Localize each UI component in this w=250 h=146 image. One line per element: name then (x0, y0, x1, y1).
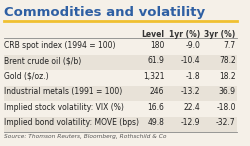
Text: -1.8: -1.8 (186, 72, 200, 81)
Text: Implied bond volatility: MOVE (bps): Implied bond volatility: MOVE (bps) (4, 118, 139, 127)
Text: Commodities and volatility: Commodities and volatility (4, 6, 205, 19)
Text: Level: Level (141, 30, 164, 39)
Text: -10.4: -10.4 (180, 56, 200, 65)
Text: 36.9: 36.9 (219, 87, 236, 96)
FancyBboxPatch shape (4, 39, 237, 55)
Text: 16.6: 16.6 (148, 103, 164, 112)
Text: CRB spot index (1994 = 100): CRB spot index (1994 = 100) (4, 41, 115, 50)
Text: 61.9: 61.9 (148, 56, 164, 65)
Text: Source: Thomson Reuters, Bloomberg, Rothschild & Co: Source: Thomson Reuters, Bloomberg, Roth… (4, 134, 166, 139)
Text: 1yr (%): 1yr (%) (169, 30, 200, 39)
FancyBboxPatch shape (4, 117, 237, 132)
Text: -9.0: -9.0 (185, 41, 200, 50)
Text: 180: 180 (150, 41, 164, 50)
Text: -32.7: -32.7 (216, 118, 236, 127)
Text: 49.8: 49.8 (148, 118, 164, 127)
Text: Industrial metals (1991 = 100): Industrial metals (1991 = 100) (4, 87, 122, 96)
FancyBboxPatch shape (4, 101, 237, 117)
Text: 1,321: 1,321 (143, 72, 164, 81)
Text: 78.2: 78.2 (219, 56, 236, 65)
Text: 22.4: 22.4 (183, 103, 200, 112)
Text: 246: 246 (150, 87, 164, 96)
Text: Gold ($/oz.): Gold ($/oz.) (4, 72, 48, 81)
Text: -18.0: -18.0 (216, 103, 236, 112)
Text: Brent crude oil ($/b): Brent crude oil ($/b) (4, 56, 81, 65)
Text: -13.2: -13.2 (180, 87, 200, 96)
Text: 3yr (%): 3yr (%) (204, 30, 236, 39)
Text: Implied stock volatility: VIX (%): Implied stock volatility: VIX (%) (4, 103, 124, 112)
Text: 7.7: 7.7 (224, 41, 236, 50)
Text: -12.9: -12.9 (180, 118, 200, 127)
Text: 18.2: 18.2 (219, 72, 236, 81)
FancyBboxPatch shape (4, 70, 237, 86)
FancyBboxPatch shape (4, 55, 237, 70)
FancyBboxPatch shape (4, 86, 237, 101)
